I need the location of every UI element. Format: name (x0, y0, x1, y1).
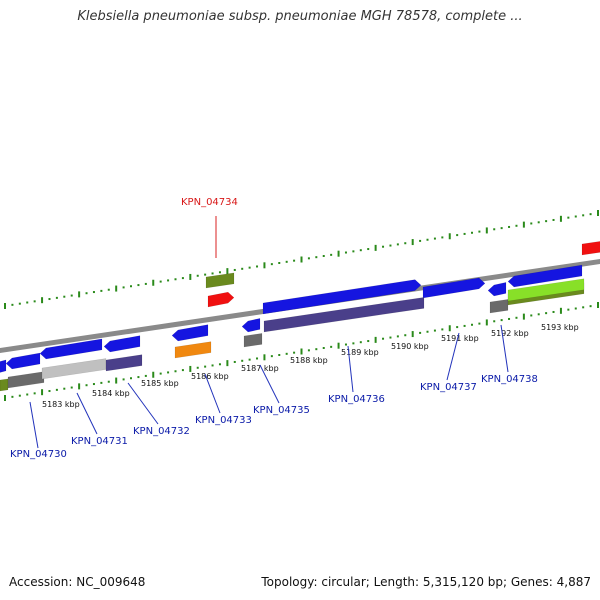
leader-line (500, 324, 509, 373)
leader-line (446, 332, 460, 381)
accession-text: Accession: NC_009648 (9, 575, 146, 589)
tick-label: 5186 kbp (191, 372, 229, 381)
gene-arrow[interactable] (174, 341, 212, 359)
tick-label: 5190 kbp (391, 342, 429, 351)
gene-arrow[interactable] (581, 241, 600, 256)
leader-line (127, 382, 159, 425)
tick-label: 5187 kbp (241, 364, 279, 373)
gene-arrow[interactable] (487, 282, 507, 297)
map-title: Klebsiella pneumoniae subsp. pneumoniae … (77, 9, 523, 24)
gene-arrow[interactable] (422, 277, 486, 299)
gene-arrow[interactable] (0, 378, 9, 392)
gene-arrow[interactable] (507, 278, 585, 302)
gene-label[interactable]: KPN_04736 (328, 394, 385, 405)
tick-label: 5189 kbp (341, 348, 379, 357)
leader-line (259, 364, 280, 404)
gene-features (0, 241, 600, 392)
gene-arrow[interactable] (243, 333, 263, 348)
gene-label[interactable]: KPN_04734 (181, 197, 238, 208)
gene-label[interactable]: KPN_04735 (253, 405, 310, 416)
gene-arrow[interactable] (263, 297, 425, 333)
gene-arrow[interactable] (103, 335, 141, 353)
tick-label: 5191 kbp (441, 334, 479, 343)
gene-label[interactable]: KPN_04733 (195, 415, 252, 426)
gene-arrow[interactable] (489, 299, 509, 314)
tick-label: 5193 kbp (541, 323, 579, 332)
gene-arrow[interactable] (171, 324, 209, 342)
gene-label[interactable]: KPN_04730 (10, 449, 67, 460)
leader-line (347, 345, 354, 393)
gene-label[interactable]: KPN_04732 (133, 426, 190, 437)
gene-labels: KPN_04730KPN_04731KPN_04732KPN_04733KPN_… (10, 197, 538, 460)
gene-arrow[interactable] (205, 272, 235, 289)
gene-arrow[interactable] (507, 264, 583, 288)
inner-tick-track (4, 302, 599, 401)
kbp-tick-labels: 5183 kbp 5184 kbp 5185 kbp 5186 kbp 5187 kbp… (42, 323, 579, 409)
label-leader-lines (29, 216, 509, 449)
gene-label[interactable]: KPN_04738 (481, 374, 538, 385)
gene-arrow[interactable] (0, 359, 7, 373)
gene-arrow[interactable] (262, 279, 422, 315)
tick-label: 5185 kbp (141, 379, 179, 388)
gene-arrow[interactable] (241, 318, 261, 333)
gene-label[interactable]: KPN_04731 (71, 436, 128, 447)
gene-arrow[interactable] (7, 371, 45, 389)
leader-line (29, 401, 39, 449)
leader-line (76, 392, 98, 435)
tick-label: 5184 kbp (92, 389, 130, 398)
gene-label[interactable]: KPN_04737 (420, 382, 477, 393)
outer-tick-track (4, 210, 599, 309)
gene-arrow[interactable] (105, 354, 143, 372)
tick-label: 5188 kbp (290, 356, 328, 365)
topology-text: Topology: circular; Length: 5,315,120 bp… (261, 575, 591, 589)
gene-arrow[interactable] (5, 352, 41, 370)
leader-line (204, 373, 221, 414)
gene-arrow[interactable] (41, 358, 107, 380)
gene-arrow[interactable] (39, 338, 103, 360)
gene-arrow[interactable] (207, 291, 235, 308)
tick-label: 5192 kbp (491, 329, 529, 338)
tick-label: 5183 kbp (42, 400, 80, 409)
